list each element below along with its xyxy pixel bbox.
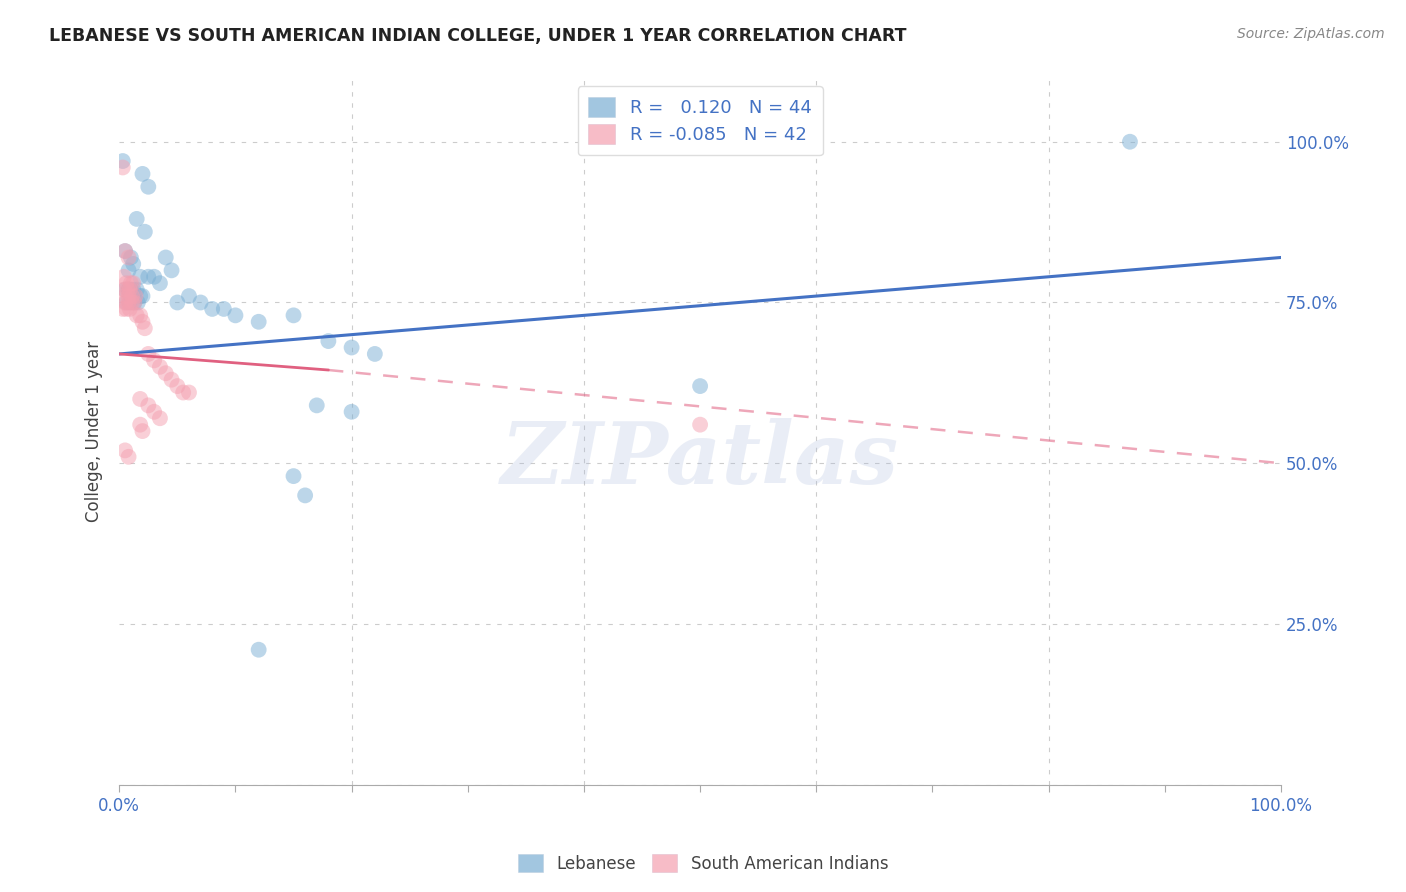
Point (120, 283, 142, 297)
Point (120, 276, 142, 290)
Point (166, 379, 188, 393)
Legend: Lebanese, South American Indians: Lebanese, South American Indians (510, 847, 896, 880)
Point (247, 642, 270, 657)
Point (136, 347, 159, 361)
Point (689, 379, 711, 393)
Point (155, 251, 177, 265)
Point (117, 289, 139, 303)
Point (122, 283, 145, 297)
Point (134, 225, 156, 239)
Point (122, 276, 145, 290)
Legend: R =   0.120   N = 44, R = -0.085   N = 42: R = 0.120 N = 44, R = -0.085 N = 42 (578, 87, 823, 155)
Point (172, 385, 194, 400)
Point (122, 257, 145, 271)
Point (136, 179, 159, 194)
Point (112, 283, 135, 297)
Point (129, 309, 152, 323)
Point (115, 295, 138, 310)
Point (294, 488, 316, 502)
Point (136, 269, 159, 284)
Point (112, 269, 135, 284)
Point (283, 469, 305, 483)
Text: LEBANESE VS SOUTH AMERICAN INDIAN COLLEGE, UNDER 1 YEAR CORRELATION CHART: LEBANESE VS SOUTH AMERICAN INDIAN COLLEG… (49, 27, 907, 45)
Point (115, 301, 138, 316)
Point (143, 353, 166, 368)
Point (114, 244, 136, 258)
Point (118, 283, 141, 297)
Point (689, 417, 711, 432)
Point (283, 309, 305, 323)
Point (318, 334, 340, 348)
Point (118, 301, 141, 316)
Point (111, 301, 134, 316)
Point (131, 315, 153, 329)
Point (149, 411, 172, 425)
Point (117, 295, 139, 310)
Point (129, 417, 152, 432)
Point (117, 283, 139, 297)
Point (114, 443, 136, 458)
Point (177, 385, 200, 400)
Point (129, 269, 152, 284)
Point (155, 366, 177, 380)
Point (131, 424, 153, 438)
Point (166, 295, 188, 310)
Point (177, 289, 200, 303)
Point (149, 276, 172, 290)
Text: ZIPatlas: ZIPatlas (501, 417, 900, 501)
Point (131, 167, 153, 181)
Point (118, 295, 141, 310)
Point (114, 295, 136, 310)
Point (125, 211, 148, 226)
Point (124, 295, 146, 310)
Point (212, 301, 235, 316)
Point (115, 276, 138, 290)
Point (160, 373, 183, 387)
Point (224, 309, 246, 323)
Y-axis label: College, Under 1 year: College, Under 1 year (86, 341, 103, 522)
Point (247, 315, 270, 329)
Point (117, 251, 139, 265)
Point (305, 398, 328, 412)
Point (121, 295, 143, 310)
Point (124, 289, 146, 303)
Point (201, 301, 224, 316)
Point (125, 309, 148, 323)
Point (114, 244, 136, 258)
Point (149, 359, 172, 374)
Point (136, 398, 159, 412)
Point (117, 263, 139, 277)
Point (1119, 135, 1142, 149)
Point (125, 283, 148, 297)
Point (121, 289, 143, 303)
Point (190, 295, 212, 310)
Point (143, 405, 166, 419)
Point (160, 263, 183, 277)
Point (364, 347, 387, 361)
Point (129, 392, 152, 406)
Point (134, 321, 156, 335)
Point (120, 251, 142, 265)
Point (114, 283, 136, 297)
Point (114, 289, 136, 303)
Point (127, 295, 149, 310)
Point (117, 450, 139, 464)
Point (117, 283, 139, 297)
Text: Source: ZipAtlas.com: Source: ZipAtlas.com (1237, 27, 1385, 41)
Point (340, 341, 363, 355)
Point (143, 269, 166, 284)
Point (340, 405, 363, 419)
Point (129, 289, 152, 303)
Point (111, 161, 134, 175)
Point (111, 154, 134, 169)
Point (131, 289, 153, 303)
Point (124, 295, 146, 310)
